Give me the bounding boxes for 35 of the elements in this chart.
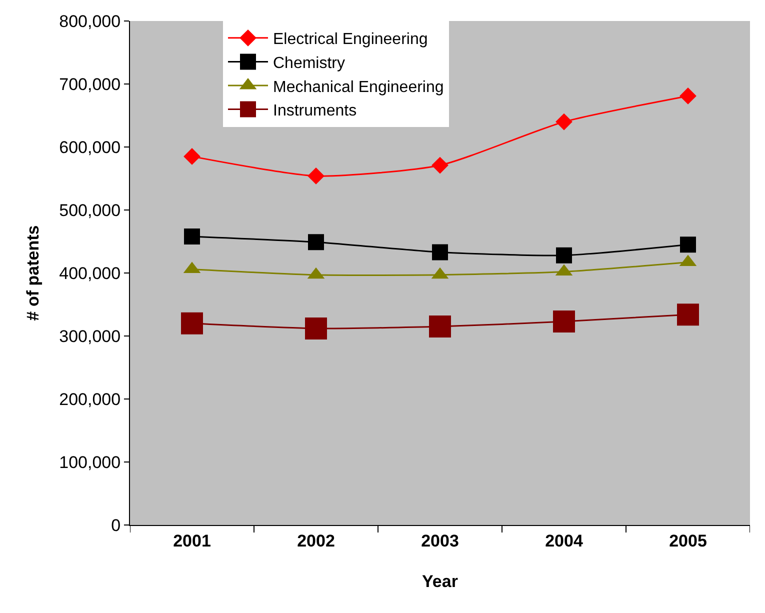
point [556, 247, 572, 264]
point [308, 168, 324, 184]
legend-label: Chemistry [273, 54, 346, 72]
x-tick-label: 2002 [297, 531, 335, 550]
y-tick-label: 600,000 [59, 138, 121, 157]
x-tick-label: 2004 [545, 531, 584, 550]
x-tick-label: 2001 [173, 531, 211, 550]
y-tick-label: 300,000 [59, 326, 121, 346]
point [305, 317, 327, 340]
y-axis-title: # of patents [24, 225, 43, 321]
point [680, 88, 696, 104]
point [432, 156, 448, 174]
y-tick-label: 200,000 [59, 390, 121, 409]
legend-label: Instruments [273, 102, 357, 120]
point [184, 228, 200, 244]
y-tick-label: 800,000 [59, 12, 121, 31]
point [429, 316, 451, 338]
point [553, 310, 575, 333]
point [680, 236, 696, 253]
legend-label: Mechanical Engineering [273, 78, 444, 96]
x-axis-title: Year [422, 572, 458, 591]
y-tick-label: 400,000 [59, 264, 121, 283]
y-tick-label: 500,000 [59, 200, 121, 220]
y-tick-label: 100,000 [59, 452, 121, 472]
y-tick-label: 700,000 [59, 74, 121, 94]
point [432, 244, 448, 260]
point [181, 312, 203, 334]
point [184, 148, 200, 165]
y-tick-label: 0 [111, 516, 121, 535]
x-tick-label: 2005 [669, 531, 707, 550]
point [308, 234, 324, 250]
x-tick-label: 2003 [421, 531, 459, 550]
point [556, 113, 572, 130]
legend-label: Electrical Engineering [273, 31, 428, 48]
point [677, 304, 699, 326]
